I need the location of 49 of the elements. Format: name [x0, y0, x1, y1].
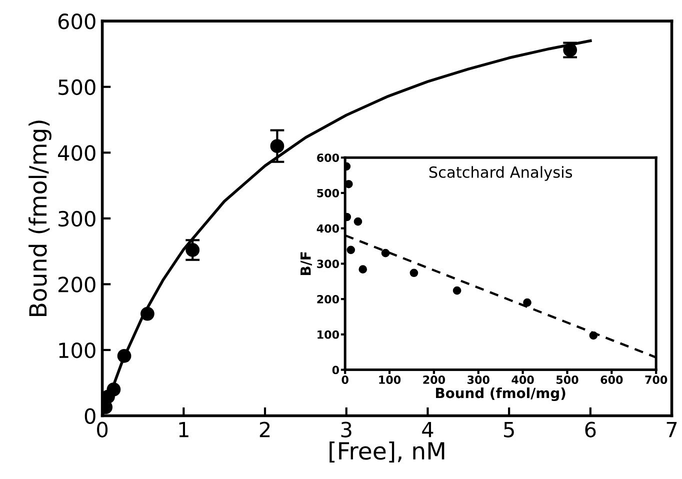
point — [106, 382, 121, 396]
point — [452, 286, 462, 295]
text: Scatchard Analysis — [429, 166, 572, 181]
y-tick-label: 100 — [318, 330, 340, 339]
point — [140, 306, 154, 321]
x-tick-label: 7 — [666, 422, 677, 438]
y-tick-label: 500 — [58, 79, 96, 96]
y-tick-label: 200 — [317, 295, 340, 304]
x-tick-label: 300 — [468, 376, 490, 384]
y-tick-label: 600 — [58, 14, 96, 30]
point — [354, 217, 362, 226]
x-tick-label: 700 — [645, 376, 668, 384]
x-tick-label: 4 — [422, 422, 434, 438]
y-tick-label: 300 — [58, 210, 96, 227]
point — [186, 243, 200, 257]
x-axis-title: Bound (fmol/mg) — [436, 387, 566, 402]
point — [346, 246, 356, 254]
y-axis-title: B/F — [300, 252, 312, 275]
y-axis-title: Bound (fmol/mg) — [28, 120, 52, 316]
y-tick-label: 400 — [316, 224, 340, 233]
y-tick-label: 500 — [317, 188, 340, 198]
y-tick-label: 600 — [317, 154, 340, 162]
point — [117, 348, 132, 363]
x-tick-label: 2 — [260, 422, 270, 438]
y-tick-label: 0 — [84, 408, 96, 424]
point — [358, 265, 368, 274]
x-tick-label: 1 — [179, 422, 188, 438]
point — [410, 268, 418, 278]
x-tick-label: 400 — [512, 376, 534, 384]
x-tick-label: 200 — [423, 376, 446, 384]
y-tick-label: 200 — [58, 276, 96, 292]
x-tick-label: 500 — [556, 376, 578, 384]
point — [381, 248, 390, 258]
point — [345, 180, 353, 188]
y-tick-label: 400 — [58, 145, 96, 161]
point — [270, 139, 284, 154]
x-tick-label: 5 — [504, 422, 514, 438]
y-tick-label: 100 — [59, 342, 96, 358]
x-axis-title: [Free], nM — [330, 441, 444, 463]
point — [589, 331, 598, 340]
x-tick-label: 6 — [585, 422, 596, 438]
x-tick-label: 600 — [600, 376, 623, 384]
x-tick-label: 0 — [97, 422, 108, 438]
x-tick-label: 100 — [379, 376, 401, 384]
x-tick-label: 3 — [341, 422, 352, 438]
x-tick-label: 0 — [342, 376, 348, 384]
point — [523, 298, 532, 307]
y-tick-label: 0 — [332, 366, 340, 374]
y-tick-label: 300 — [317, 260, 340, 268]
